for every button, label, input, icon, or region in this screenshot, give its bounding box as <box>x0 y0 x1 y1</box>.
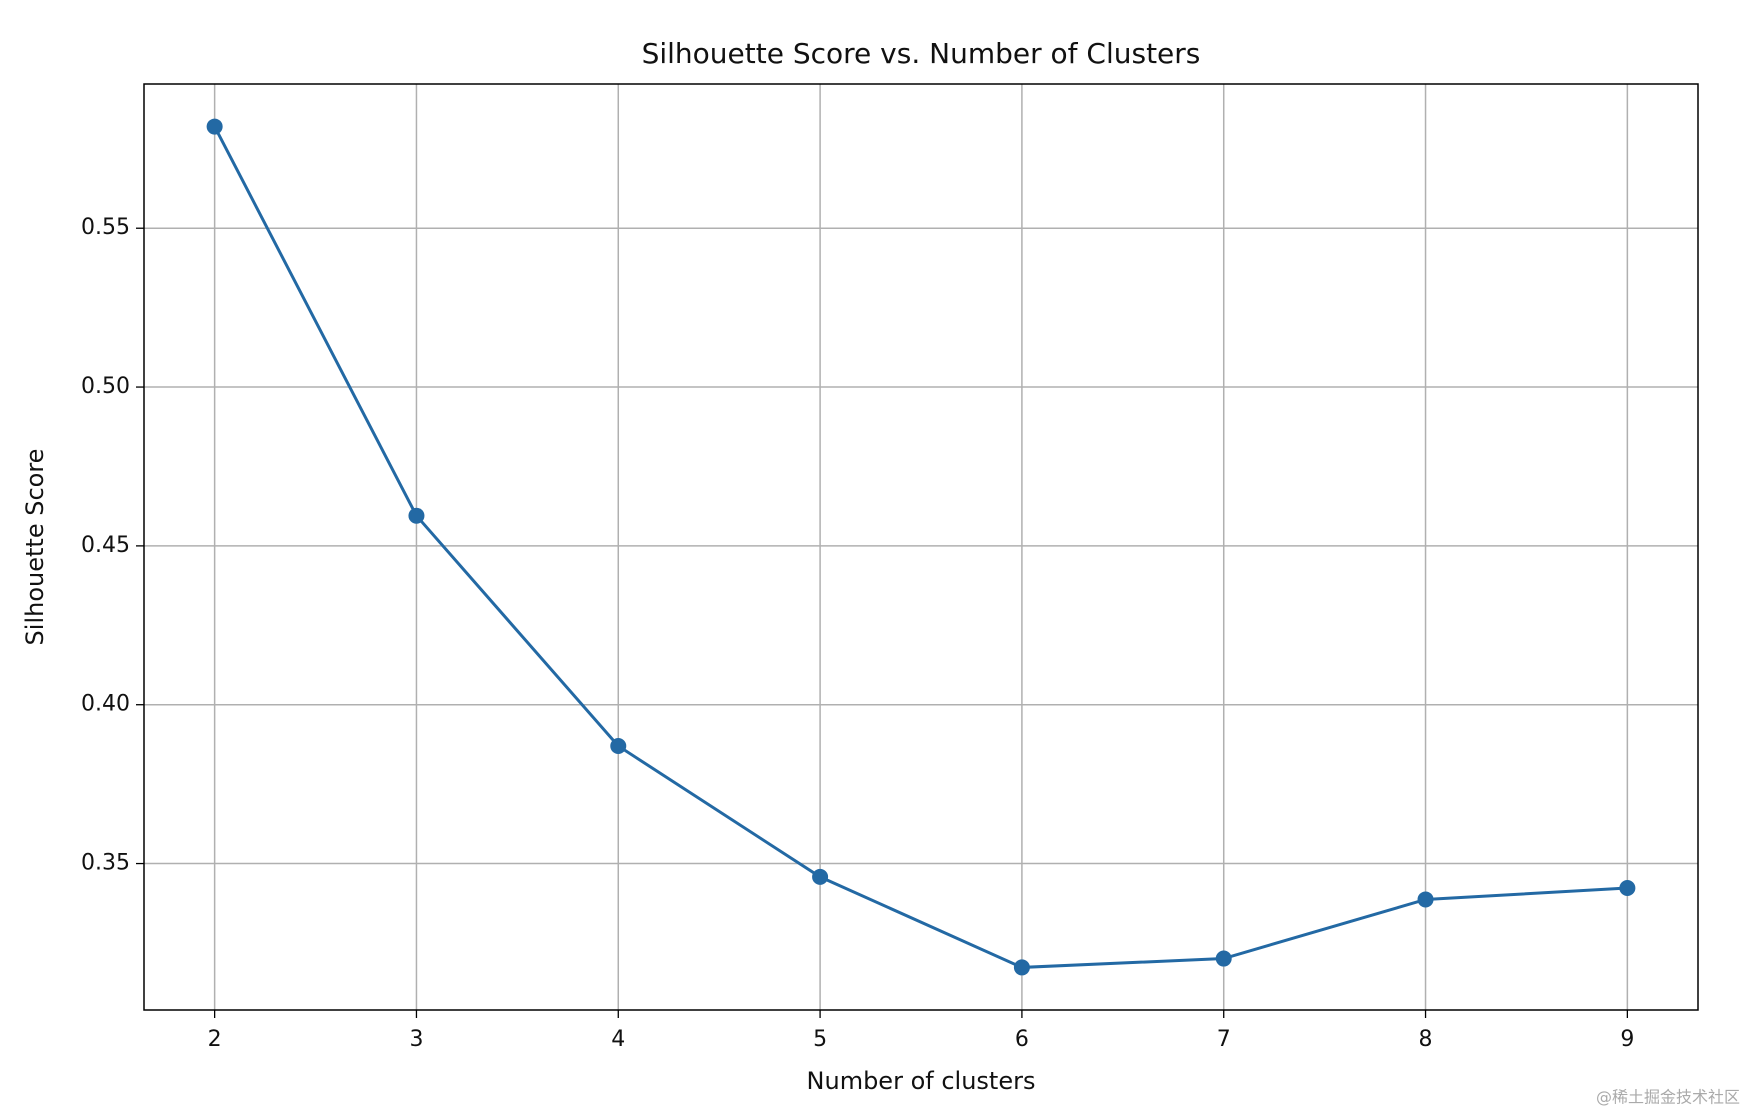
x-tick-label: 3 <box>409 1027 423 1052</box>
watermark: @稀土掘金技术社区 <box>1596 1088 1740 1107</box>
x-tick-label: 4 <box>611 1027 625 1052</box>
x-tick-label: 9 <box>1620 1027 1634 1052</box>
marker <box>408 507 425 524</box>
marker <box>206 118 223 135</box>
x-tick-label: 5 <box>813 1027 827 1052</box>
marker <box>1417 891 1434 908</box>
marker <box>812 868 829 885</box>
marker <box>1619 880 1636 897</box>
y-tick-label: 0.35 <box>81 851 130 876</box>
x-axis-label: Number of clusters <box>807 1067 1036 1095</box>
y-tick-label: 0.50 <box>81 374 130 399</box>
y-tick-label: 0.55 <box>81 215 130 240</box>
y-axis-label: Silhouette Score <box>21 449 49 646</box>
x-tick-label: 6 <box>1015 1027 1029 1052</box>
marker <box>1013 959 1030 976</box>
y-tick-label: 0.45 <box>81 533 130 558</box>
x-tick-label: 8 <box>1419 1027 1433 1052</box>
x-tick-label: 7 <box>1217 1027 1231 1052</box>
line <box>213 125 1628 969</box>
x-tick-label: 2 <box>208 1027 222 1052</box>
plot-frame <box>143 83 1699 1011</box>
marker <box>610 738 627 755</box>
chart-title: Silhouette Score vs. Number of Clusters <box>642 37 1201 70</box>
y-tick-label: 0.40 <box>81 692 130 717</box>
marker <box>1215 950 1232 967</box>
